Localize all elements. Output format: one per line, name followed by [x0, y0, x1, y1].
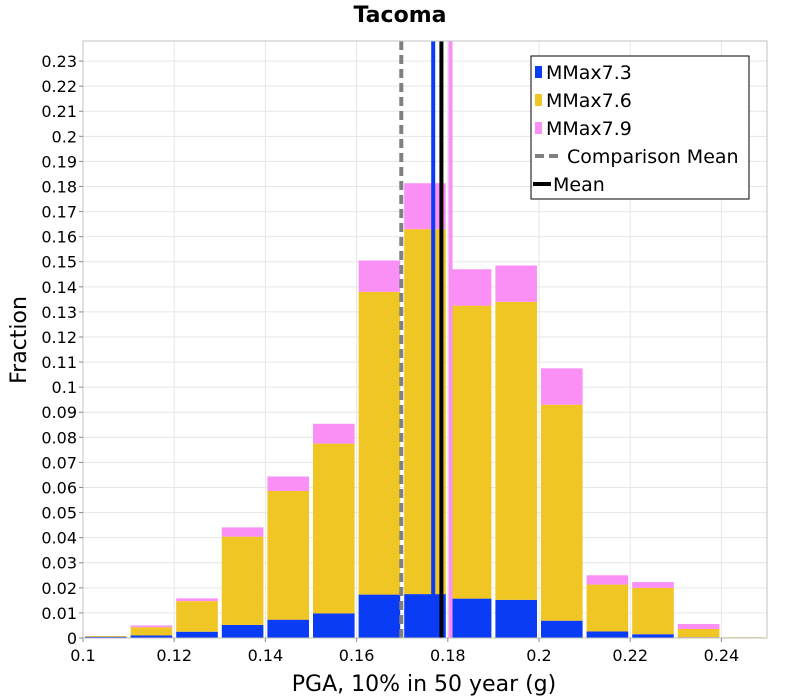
bar-mmax7-9-10: [541, 368, 583, 405]
legend-swatch-mmax7-6: [535, 94, 542, 106]
bar-mmax7-3-9: [495, 599, 537, 638]
bar-mmax7-9-12: [632, 582, 674, 588]
y-tick-label-20: 0.2: [52, 127, 77, 146]
legend-box: [530, 55, 750, 200]
x-tick-label-7: 0.24: [704, 646, 740, 665]
bar-mmax7-6-1: [130, 627, 173, 636]
bar-mmax7-3-1: [130, 635, 173, 638]
y-tick-label-14: 0.14: [41, 278, 77, 297]
x-tick-labels: 0.1 0.12 0.14 0.16 0.18 0.2 0.22 0.24: [70, 638, 739, 665]
chart-title: Tacoma: [354, 3, 447, 28]
bar-mmax7-3-3: [221, 624, 264, 638]
x-tick-label-3: 0.16: [339, 646, 375, 665]
bar-mmax7-3-5: [313, 613, 355, 638]
bar-mmax7-6-5: [313, 443, 355, 614]
bar-mmax7-6-3: [221, 536, 264, 625]
bar-mmax7-3-12: [632, 634, 674, 638]
y-tick-label-17: 0.17: [41, 203, 77, 222]
bar-mmax7-6-6: [358, 291, 401, 595]
bar-mmax7-3-4: [267, 619, 309, 638]
y-tick-label-21: 0.21: [41, 102, 77, 121]
bar-mmax7-3-0: [85, 636, 127, 638]
y-tick-label-22: 0.22: [41, 77, 77, 96]
bar-mmax7-9-5: [313, 423, 355, 444]
y-tick-label-11: 0.11: [41, 353, 77, 372]
legend-label-mmax7-3: MMax7.3: [546, 62, 632, 84]
legend-label-comparison-mean: Comparison Mean: [567, 146, 739, 168]
bar-mmax7-9-11: [586, 575, 629, 585]
bar-mmax7-3-6: [358, 594, 401, 638]
bar-mmax7-6-10: [541, 404, 583, 621]
legend-label-mmax7-9: MMax7.9: [546, 118, 632, 140]
y-tick-label-8: 0.08: [41, 428, 77, 447]
y-tick-label-23: 0.23: [41, 52, 77, 71]
legend-label-mmax7-6: MMax7.6: [546, 90, 632, 112]
bar-mmax7-9-6: [358, 260, 401, 292]
x-tick-label-6: 0.22: [612, 646, 648, 665]
mean-lines: [399, 41, 453, 638]
bar-mmax7-3-2: [176, 631, 218, 638]
y-tick-label-3: 0.03: [41, 554, 77, 573]
y-tick-label-5: 0.05: [41, 504, 77, 523]
y-tick-label-12: 0.12: [41, 328, 77, 347]
bar-mmax7-6-0: [85, 635, 127, 637]
legend-label-mean: Mean: [553, 174, 605, 196]
legend-swatch-mmax7-9: [535, 122, 542, 134]
y-tick-label-13: 0.13: [41, 303, 77, 322]
x-tick-label-5: 0.2: [526, 646, 551, 665]
bar-mmax7-9-3: [221, 527, 264, 537]
bars: [85, 183, 765, 638]
y-tick-label-16: 0.16: [41, 228, 77, 247]
bar-mmax7-3-11: [586, 631, 629, 638]
x-tick-label-0: 0.1: [70, 646, 95, 665]
bar-mmax7-6-11: [586, 584, 629, 632]
y-tick-label-6: 0.06: [41, 478, 77, 497]
y-tick-label-10: 0.1: [52, 378, 77, 397]
y-tick-label-2: 0.02: [41, 579, 77, 598]
bar-mmax7-6-9: [495, 301, 537, 600]
legend-swatch-mmax7-3: [535, 66, 542, 78]
plot-border: [82, 40, 768, 639]
bar-mmax7-3-10: [541, 620, 583, 638]
y-tick-label-19: 0.19: [41, 152, 77, 171]
bar-mmax7-6-4: [267, 491, 309, 620]
bar-mmax7-3-8: [449, 598, 492, 638]
y-tick-label-7: 0.07: [41, 453, 77, 472]
y-tick-label-9: 0.09: [41, 403, 77, 422]
x-tick-label-2: 0.14: [248, 646, 284, 665]
bar-mmax7-6-2: [176, 601, 218, 632]
bar-mmax7-9-9: [495, 265, 537, 302]
x-tick-label-4: 0.18: [430, 646, 466, 665]
bar-mmax7-3-7: [404, 594, 446, 638]
axes: [82, 40, 768, 639]
y-tick-labels: 0 0.01 0.02 0.03 0.04 0.05 0.06 0.07 0.08 0.09 0.1…: [41, 52, 83, 648]
bar-mmax7-9-13: [677, 623, 720, 629]
bar-mmax7-9-4: [267, 476, 309, 492]
y-tick-label-4: 0.04: [41, 529, 77, 548]
bar-mmax7-9-2: [176, 598, 218, 602]
x-axis-label: PGA, 10% in 50 year (g): [292, 672, 556, 697]
bar-mmax7-9-7: [404, 183, 446, 230]
bar-mmax7-6-7: [404, 229, 446, 595]
bar-mmax7-6-12: [632, 587, 674, 635]
y-axis-label: Fraction: [7, 296, 32, 384]
bar-mmax7-9-1: [130, 625, 173, 628]
bar-mmax7-6-14: [723, 637, 765, 638]
bar-mmax7-6-8: [449, 305, 492, 599]
legend: MMax7.3 MMax7.6 MMax7.9 Comparison Mean Mean: [530, 55, 750, 200]
y-tick-label-1: 0.01: [41, 604, 77, 623]
y-tick-label-15: 0.15: [41, 253, 77, 272]
x-tick-label-1: 0.12: [156, 646, 192, 665]
bar-mmax7-9-8: [449, 269, 492, 306]
bar-mmax7-6-13: [677, 628, 720, 638]
y-tick-label-18: 0.18: [41, 177, 77, 196]
y-tick-label-0: 0: [67, 629, 77, 648]
